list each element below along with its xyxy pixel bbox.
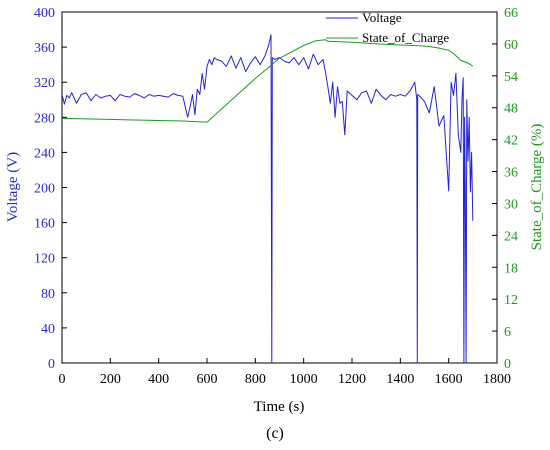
series-layer bbox=[61, 34, 474, 364]
x-tick-label: 1400 bbox=[386, 372, 414, 387]
x-tick-label: 1200 bbox=[338, 372, 366, 387]
x-tick-label: 200 bbox=[100, 372, 121, 387]
y-left-tick-label: 320 bbox=[34, 76, 55, 91]
y-right-tick-label: 6 bbox=[504, 325, 511, 340]
y-right-tick-label: 18 bbox=[504, 261, 518, 276]
series-line-voltage bbox=[61, 34, 474, 364]
x-tick-label: 1800 bbox=[483, 372, 511, 387]
y-left-tick-label: 280 bbox=[34, 111, 55, 126]
y-right-tick-label: 36 bbox=[504, 166, 518, 181]
y-right-tick-label: 54 bbox=[504, 70, 518, 85]
y-left-axis-ticks: 0 40 80 120 160 200 240 280 320 360 400 bbox=[34, 6, 67, 372]
y-left-tick-label: 120 bbox=[34, 252, 55, 267]
plot-frame bbox=[61, 11, 498, 364]
legend-label-voltage: Voltage bbox=[362, 10, 402, 25]
legend-label-soc: State_of_Charge bbox=[362, 30, 449, 45]
y-right-tick-label: 48 bbox=[504, 102, 518, 117]
plot-area bbox=[61, 11, 498, 364]
y-left-tick-label: 240 bbox=[34, 146, 55, 161]
y-left-tick-label: 40 bbox=[41, 322, 55, 337]
y-right-tick-label: 66 bbox=[504, 6, 518, 21]
x-tick-label: 1000 bbox=[290, 372, 318, 387]
y-left-tick-label: 200 bbox=[34, 182, 55, 197]
y-right-tick-label: 30 bbox=[504, 197, 518, 212]
legend: Voltage State_of_Charge bbox=[326, 10, 449, 45]
series-line-state-of-charge bbox=[61, 39, 474, 123]
y-left-axis-label: Voltage (V) bbox=[5, 152, 21, 222]
x-axis-label: Time (s) bbox=[254, 399, 305, 415]
x-tick-label: 0 bbox=[59, 372, 66, 387]
y-left-tick-label: 0 bbox=[48, 357, 55, 372]
y-left-tick-label: 360 bbox=[34, 41, 55, 56]
x-axis-ticks: 0 200 400 600 800 1000 1200 1400 1600 1800 bbox=[59, 358, 511, 387]
y-left-tick-label: 80 bbox=[41, 287, 55, 302]
y-right-axis-ticks: 0 6 12 18 24 30 36 42 48 54 60 66 bbox=[492, 6, 518, 372]
y-right-tick-label: 60 bbox=[504, 38, 518, 53]
y-right-tick-label: 12 bbox=[504, 293, 518, 308]
y-right-axis-label: State_of_Charge (%) bbox=[529, 124, 545, 251]
y-left-tick-label: 160 bbox=[34, 217, 55, 232]
figure-caption: (c) bbox=[266, 425, 284, 442]
x-tick-label: 600 bbox=[197, 372, 218, 387]
x-tick-label: 1600 bbox=[435, 372, 463, 387]
y-right-tick-label: 42 bbox=[504, 134, 518, 149]
y-left-tick-label: 400 bbox=[34, 6, 55, 21]
y-right-tick-label: 24 bbox=[504, 229, 518, 244]
x-tick-label: 400 bbox=[148, 372, 169, 387]
x-tick-label: 800 bbox=[245, 372, 266, 387]
y-right-tick-label: 0 bbox=[504, 357, 511, 372]
